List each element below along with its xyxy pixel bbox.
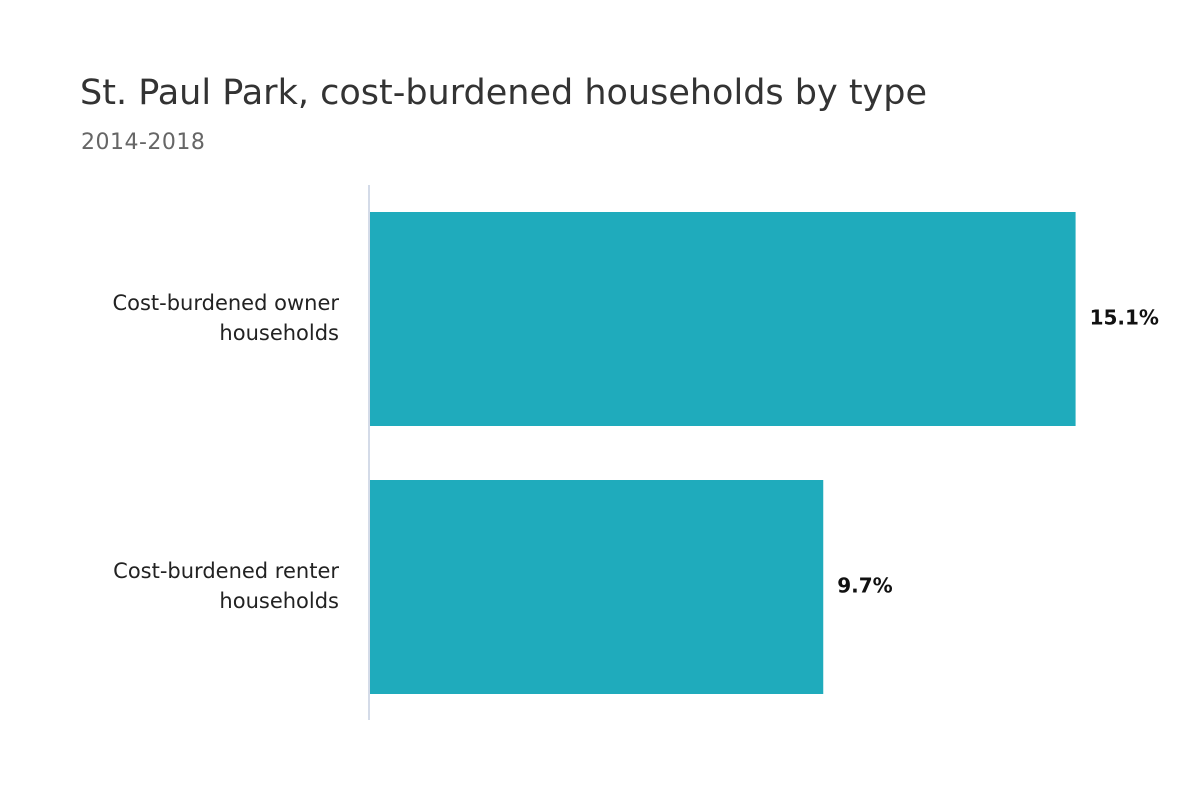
category-label: Cost-burdened renter [113, 559, 339, 583]
bar-owner [370, 212, 1076, 426]
bar-renter [370, 480, 824, 694]
chart-title: St. Paul Park, cost-burdened households … [80, 73, 928, 113]
data-label: 15.1% [1090, 306, 1159, 330]
category-label: households [219, 321, 339, 345]
data-label: 9.7% [837, 574, 892, 598]
chart-subtitle: 2014-2018 [81, 130, 206, 155]
category-label: Cost-burdened owner [112, 291, 339, 315]
category-label: households [219, 589, 339, 613]
